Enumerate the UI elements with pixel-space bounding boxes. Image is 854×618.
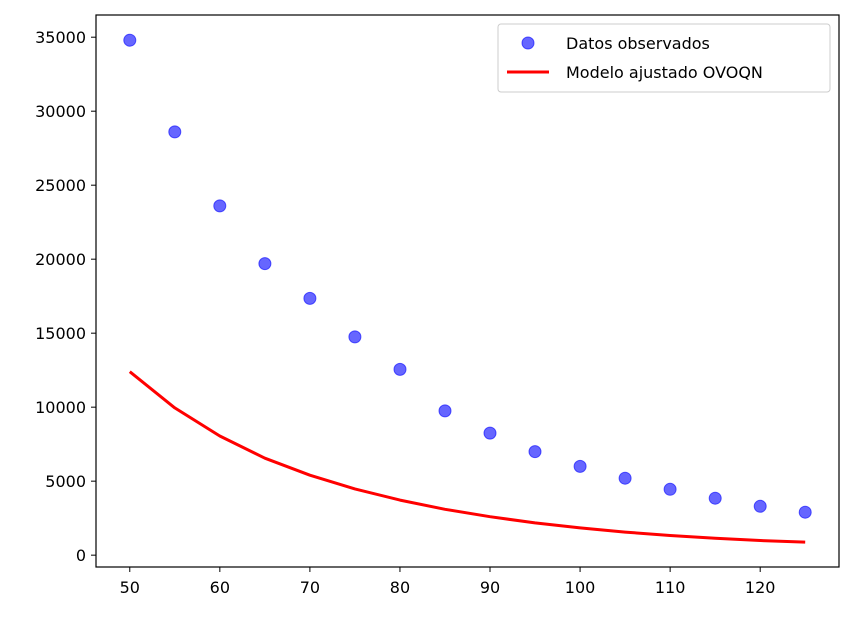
observed-data-point [663, 482, 677, 496]
legend-marker-observed [521, 36, 535, 50]
y-tick-label: 30000 [35, 102, 86, 121]
observed-data-point [798, 505, 812, 519]
legend: Datos observados Modelo ajustado OVOQN [497, 23, 831, 93]
observed-data-point [483, 426, 497, 440]
legend-box [497, 23, 831, 93]
model-fit-line [128, 370, 806, 544]
x-tick-label: 100 [565, 578, 596, 597]
observed-data-point [753, 499, 767, 513]
x-tick-label: 110 [655, 578, 686, 597]
y-tick-label: 10000 [35, 398, 86, 417]
y-tick-label: 35000 [35, 28, 86, 47]
y-tick-label: 15000 [35, 324, 86, 343]
observed-data-point [708, 491, 722, 505]
y-tick-label: 20000 [35, 250, 86, 269]
observed-data-point [123, 33, 137, 47]
observed-data-point [393, 362, 407, 376]
y-tick-label: 25000 [35, 176, 86, 195]
observed-data-point [258, 257, 272, 271]
x-tick-label: 120 [745, 578, 776, 597]
x-tick-label: 80 [390, 578, 410, 597]
observed-data-point [168, 125, 182, 139]
data-layer [123, 33, 812, 544]
observed-data-point [573, 459, 587, 473]
x-tick-label: 70 [300, 578, 320, 597]
y-tick-label: 0 [76, 546, 86, 565]
x-tick-label: 90 [480, 578, 500, 597]
observed-data-point [213, 199, 227, 213]
axes: 50 60 70 80 90 100 110 120 0 5000 10000 15000 20000 2… [35, 28, 775, 597]
observed-data-point [618, 471, 632, 485]
plot-area [96, 15, 839, 567]
observed-data-point [438, 404, 452, 418]
observed-data-point [348, 330, 362, 344]
observed-data-point [528, 445, 542, 459]
plot-frame [95, 14, 840, 568]
x-tick-label: 60 [210, 578, 230, 597]
legend-label-observed: Datos observados [566, 34, 710, 53]
y-tick-label: 5000 [45, 472, 86, 491]
observed-data-point [303, 291, 317, 305]
x-tick-label: 50 [120, 578, 140, 597]
legend-label-model: Modelo ajustado OVOQN [566, 63, 763, 82]
